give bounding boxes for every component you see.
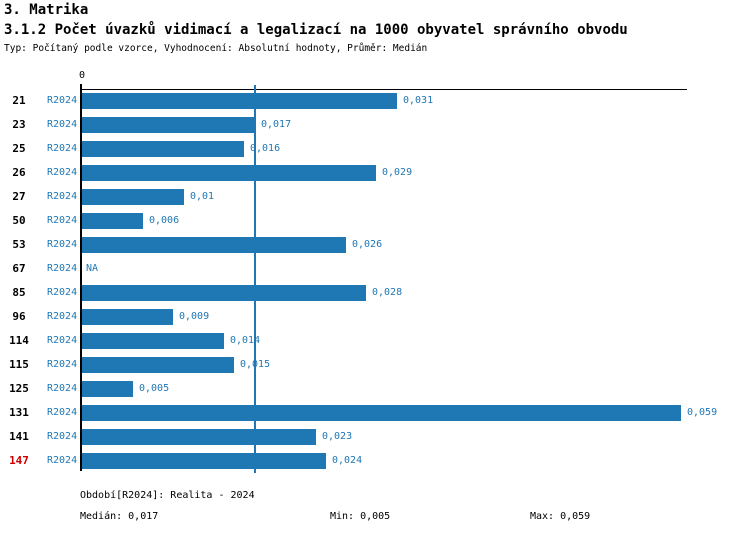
bar — [82, 189, 184, 205]
bar-value-label: 0,024 — [332, 455, 363, 466]
min-stat: Min: 0,005 — [330, 511, 391, 522]
chart-title: 3.1.2 Počet úvazků vidimací a legalizací… — [4, 22, 628, 38]
row-category-label: 141 — [9, 430, 29, 443]
bar — [82, 381, 133, 397]
bar — [82, 117, 255, 133]
row-series-label: R2024 — [47, 455, 78, 466]
row-category-label: 53 — [12, 238, 26, 251]
row-series-label: R2024 — [47, 383, 78, 394]
bar — [82, 165, 376, 181]
row-series-label: R2024 — [47, 95, 78, 106]
bar — [82, 213, 143, 229]
row-category-label: 115 — [9, 358, 29, 371]
bar-value-label: 0,023 — [322, 431, 353, 442]
bar — [82, 333, 224, 349]
bar-value-label: NA — [86, 263, 99, 274]
median-reference-line — [254, 85, 256, 473]
row-category-label: 25 — [12, 142, 26, 155]
y-axis-line — [80, 84, 82, 471]
row-category-label: 26 — [12, 166, 26, 179]
bar — [82, 285, 366, 301]
bar — [82, 237, 346, 253]
row-category-label: 67 — [12, 262, 26, 275]
bar-value-label: 0,015 — [240, 359, 271, 370]
bar-value-label: 0,005 — [139, 383, 170, 394]
bar-value-label: 0,029 — [382, 167, 413, 178]
max-stat: Max: 0,059 — [530, 511, 591, 522]
row-category-label: 50 — [12, 214, 26, 227]
bar-value-label: 0,016 — [250, 143, 281, 154]
bar-value-label: 0,028 — [372, 287, 403, 298]
bar-value-label: 0,009 — [179, 311, 210, 322]
row-category-label: 125 — [9, 382, 29, 395]
bar — [82, 453, 326, 469]
row-series-label: R2024 — [47, 407, 78, 418]
chart-meta-line: Typ: Počítaný podle vzorce, Vyhodnocení:… — [4, 43, 428, 54]
bar — [82, 141, 244, 157]
row-series-label: R2024 — [47, 239, 78, 250]
row-series-label: R2024 — [47, 335, 78, 346]
row-category-label: 27 — [12, 190, 26, 203]
row-category-label: 21 — [12, 94, 26, 107]
row-series-label: R2024 — [47, 311, 78, 322]
bar-value-label: 0,026 — [352, 239, 383, 250]
bar — [82, 357, 234, 373]
row-series-label: R2024 — [47, 263, 78, 274]
x-axis-line — [80, 89, 687, 90]
x-axis-zero-label: 0 — [78, 70, 86, 81]
row-series-label: R2024 — [47, 143, 78, 154]
bar-value-label: 0,059 — [687, 407, 718, 418]
bar-value-label: 0,014 — [230, 335, 261, 346]
bar — [82, 93, 397, 109]
row-category-label: 147 — [9, 454, 29, 467]
period-label: Období[R2024]: Realita - 2024 — [80, 490, 255, 501]
row-series-label: R2024 — [47, 119, 78, 130]
row-series-label: R2024 — [47, 167, 78, 178]
row-series-label: R2024 — [47, 191, 78, 202]
row-series-label: R2024 — [47, 287, 78, 298]
row-category-label: 23 — [12, 118, 26, 131]
bar-value-label: 0,017 — [261, 119, 292, 130]
row-series-label: R2024 — [47, 215, 78, 226]
bar — [82, 405, 681, 421]
median-stat: Medián: 0,017 — [80, 511, 159, 522]
bar — [82, 429, 316, 445]
row-category-label: 96 — [12, 310, 26, 323]
bar-value-label: 0,01 — [190, 191, 215, 202]
bar-value-label: 0,006 — [149, 215, 180, 226]
row-category-label: 131 — [9, 406, 29, 419]
bar-value-label: 0,031 — [403, 95, 434, 106]
bar — [82, 309, 173, 325]
row-series-label: R2024 — [47, 431, 78, 442]
row-category-label: 114 — [9, 334, 29, 347]
row-category-label: 85 — [12, 286, 26, 299]
report-section-title: 3. Matrika — [4, 2, 89, 18]
row-series-label: R2024 — [47, 359, 78, 370]
